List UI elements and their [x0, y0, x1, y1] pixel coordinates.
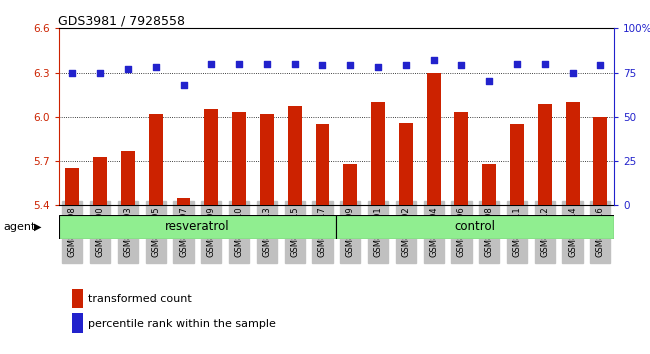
- Bar: [93, 156, 107, 205]
- Bar: [482, 164, 496, 205]
- Point: [178, 82, 188, 88]
- Point: [67, 70, 77, 75]
- Bar: [510, 124, 524, 205]
- Bar: [454, 112, 469, 205]
- Text: transformed count: transformed count: [88, 294, 192, 304]
- Bar: [149, 114, 162, 205]
- Bar: [315, 124, 330, 205]
- Bar: [343, 164, 358, 205]
- Point: [345, 63, 356, 68]
- Bar: [426, 73, 441, 205]
- Bar: [58, 215, 337, 239]
- Point: [289, 61, 300, 67]
- Bar: [371, 102, 385, 205]
- Point: [95, 70, 105, 75]
- Point: [373, 64, 384, 70]
- Bar: [593, 117, 607, 205]
- Bar: [566, 102, 580, 205]
- Point: [317, 63, 328, 68]
- Text: ▶: ▶: [34, 222, 42, 232]
- Point: [206, 61, 216, 67]
- Bar: [204, 109, 218, 205]
- Point: [595, 63, 606, 68]
- Point: [123, 66, 133, 72]
- Text: percentile rank within the sample: percentile rank within the sample: [88, 319, 276, 329]
- Point: [151, 64, 161, 70]
- Text: control: control: [455, 221, 496, 233]
- Bar: [177, 198, 190, 205]
- Bar: [288, 107, 302, 205]
- Point: [484, 79, 495, 84]
- Bar: [121, 151, 135, 205]
- Text: resveratrol: resveratrol: [165, 221, 229, 233]
- Point: [567, 70, 578, 75]
- Point: [512, 61, 522, 67]
- Bar: [260, 114, 274, 205]
- Point: [262, 61, 272, 67]
- Text: GDS3981 / 7928558: GDS3981 / 7928558: [58, 14, 185, 27]
- Text: agent: agent: [3, 222, 36, 232]
- Bar: [538, 103, 552, 205]
- Bar: [232, 112, 246, 205]
- Point: [456, 63, 467, 68]
- Point: [428, 57, 439, 63]
- Point: [540, 61, 550, 67]
- Bar: [66, 169, 79, 205]
- Bar: [337, 215, 614, 239]
- Bar: [399, 123, 413, 205]
- Point: [400, 63, 411, 68]
- Point: [234, 61, 244, 67]
